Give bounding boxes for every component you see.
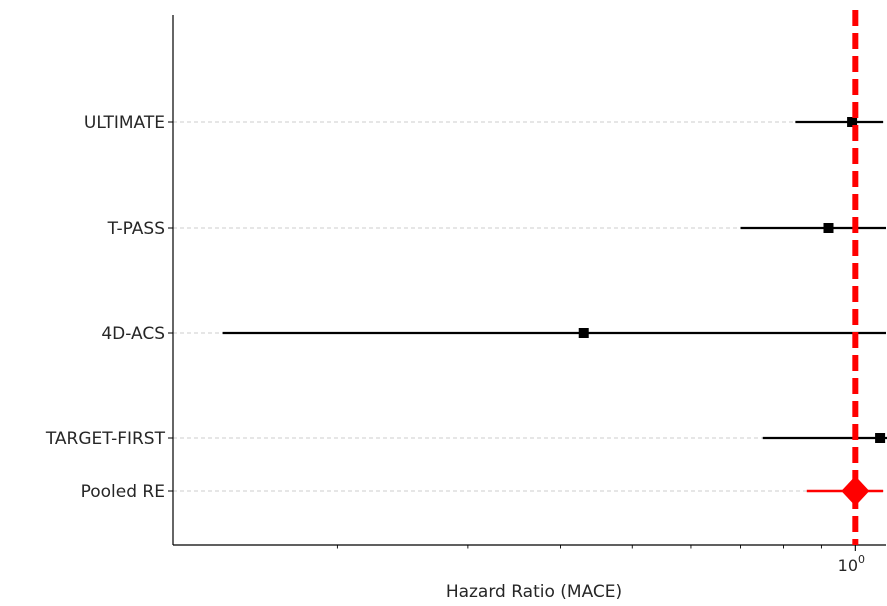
x-tick-label: 100: [838, 553, 865, 575]
point-estimate: [823, 223, 834, 233]
axes: [168, 15, 886, 551]
plot-marks: [222, 117, 887, 506]
point-estimate: [578, 328, 589, 338]
y-tick-label: TARGET-FIRST: [45, 429, 166, 449]
pooled-diamond: [841, 476, 870, 506]
point-estimate: [847, 117, 858, 127]
x-axis-label: Hazard Ratio (MACE): [446, 582, 622, 602]
gridlines: [173, 121, 886, 492]
y-tick-label: 4D-ACS: [101, 324, 165, 344]
y-tick-label: Pooled RE: [81, 482, 165, 502]
point-estimate: [875, 433, 886, 443]
y-tick-label: T-PASS: [107, 219, 165, 239]
labels: Hazard Ratio (MACE) ULTIMATE T-PASS 4D-ACS…: [45, 113, 865, 602]
y-tick-label: ULTIMATE: [84, 113, 165, 133]
